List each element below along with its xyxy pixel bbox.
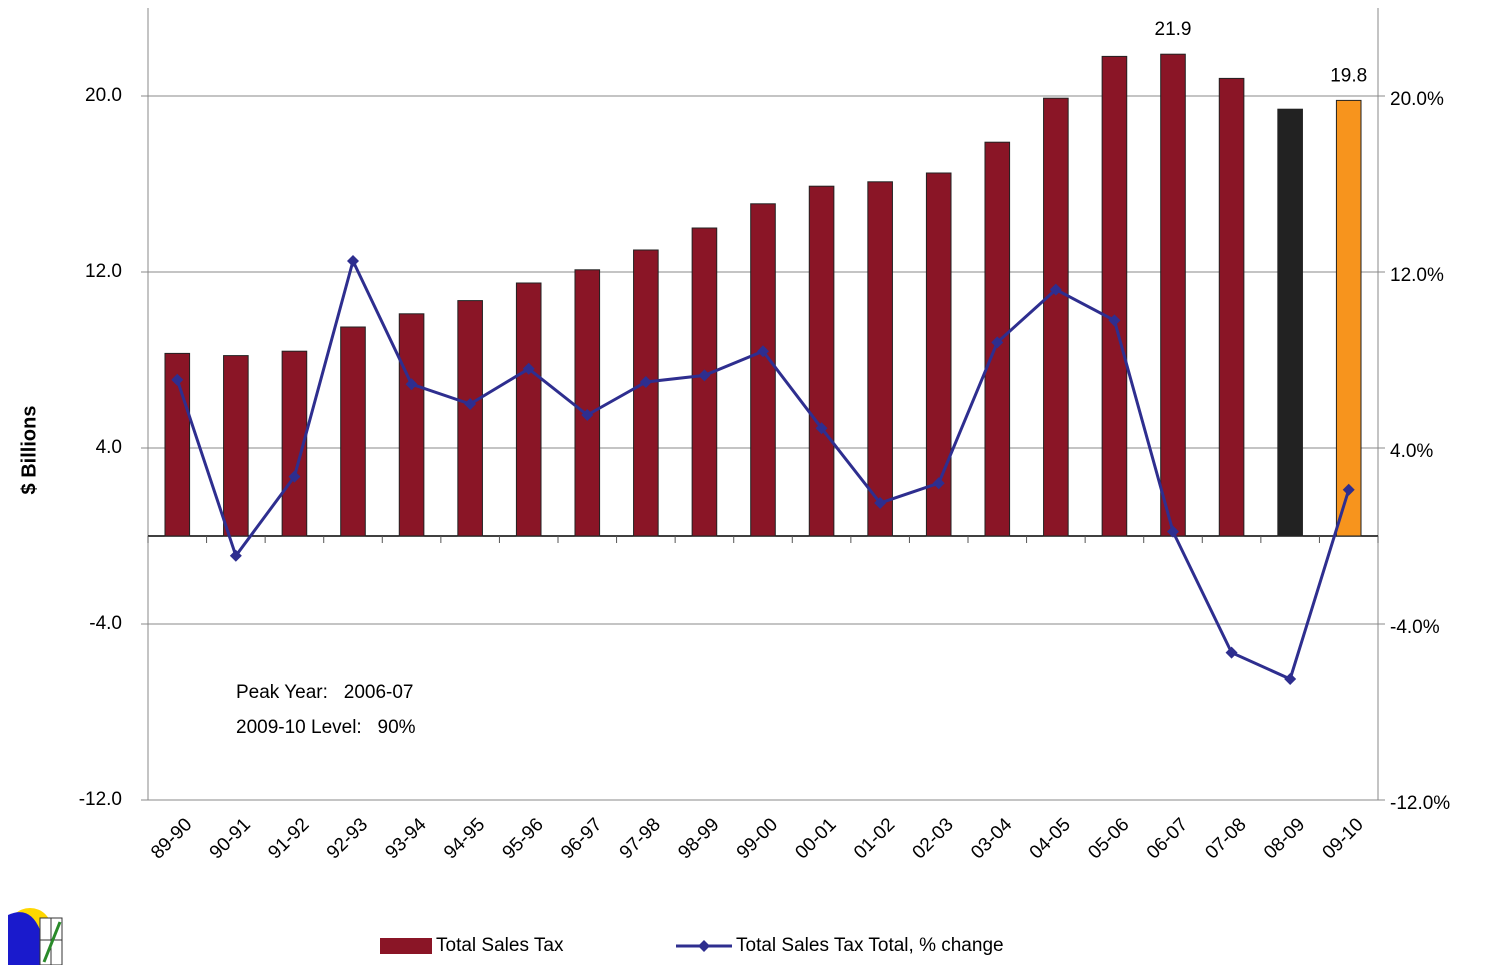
x-tick-label: 94-95 [440, 814, 489, 863]
x-tick-label: 99-00 [733, 814, 782, 863]
x-tick-label: 91-92 [264, 814, 313, 863]
legend-label: Total Sales Tax [436, 935, 564, 956]
x-tick-label: 02-03 [909, 814, 958, 863]
x-tick-label: 06-07 [1143, 814, 1192, 863]
line-marker [639, 376, 652, 388]
annotation: Peak Year: 2006-07 [236, 682, 413, 703]
bar [164, 352, 191, 537]
bar [750, 203, 776, 537]
line-marker [229, 549, 242, 562]
x-tick-label: 04-05 [1026, 814, 1075, 863]
data-label: 19.8 [1330, 65, 1367, 86]
y-tick-label: -4.0 [89, 613, 122, 634]
line-marker [1342, 483, 1355, 496]
line-marker [698, 369, 711, 382]
bar [398, 313, 425, 537]
line-marker [932, 477, 945, 490]
y2-tick-label: 12.0% [1390, 265, 1444, 286]
logo-arrow [42, 921, 62, 963]
bar [1160, 53, 1186, 537]
logo [8, 908, 63, 965]
bar [1043, 97, 1069, 537]
y-tick-label: 20.0 [85, 85, 122, 106]
x-tick-label: 98-99 [674, 814, 723, 863]
line-marker [1167, 525, 1179, 538]
data-label: 21.9 [1155, 19, 1192, 40]
bar [223, 355, 249, 537]
y2-tick-label: 4.0% [1390, 441, 1433, 462]
bar [457, 300, 483, 537]
bar [1277, 108, 1303, 537]
x-tick-label: 03-04 [967, 814, 1017, 864]
line-marker [1049, 283, 1062, 296]
legend-label: Total Sales Tax Total, % change [736, 935, 1004, 956]
annotation: 2009-10 Level: 90% [236, 717, 416, 738]
line-marker [1284, 673, 1297, 685]
y-tick-label: 4.0 [96, 437, 122, 458]
line-marker [171, 373, 184, 386]
x-tick-label: 89-90 [147, 814, 196, 863]
x-tick-label: 90-91 [206, 814, 255, 863]
y-axis-label: $ Billions [18, 406, 40, 495]
x-tick-label: 92-93 [323, 814, 372, 863]
x-tick-label: 97-98 [616, 814, 665, 863]
bar [574, 269, 601, 537]
x-tick-label: 96-97 [557, 814, 606, 863]
line-marker [1225, 646, 1238, 659]
line-marker [581, 409, 594, 421]
bar [633, 249, 659, 537]
bar [691, 227, 718, 537]
bar [925, 172, 952, 537]
y2-tick-label: -12.0% [1390, 793, 1450, 814]
x-tick-label: 01-02 [850, 814, 899, 863]
x-tick-label: 93-94 [381, 814, 431, 864]
line-marker [288, 470, 301, 483]
x-tick-label: 09-10 [1319, 814, 1368, 863]
line-marker [1108, 314, 1121, 327]
line-marker [464, 398, 477, 410]
bar [1101, 55, 1128, 537]
line-marker [874, 497, 887, 509]
legend-swatch [380, 938, 432, 954]
x-tick-label: 07-08 [1201, 814, 1250, 863]
bar [808, 185, 835, 537]
line-marker [522, 362, 535, 375]
bar [1218, 77, 1245, 537]
y2-tick-label: -4.0% [1390, 617, 1440, 638]
bar [340, 326, 366, 537]
x-tick-label: 00-01 [791, 814, 840, 863]
line-marker [405, 378, 418, 391]
x-tick-label: 95-96 [499, 814, 548, 863]
line-marker [347, 255, 359, 267]
legend-marker [698, 940, 710, 952]
y2-tick-label: 20.0% [1390, 89, 1444, 110]
line-marker [815, 422, 828, 435]
x-tick-label: 05-06 [1084, 814, 1133, 863]
bar [1335, 99, 1362, 537]
bar [515, 282, 542, 537]
bar [867, 181, 893, 537]
y-tick-label: 12.0 [85, 261, 122, 282]
line-marker [757, 345, 769, 358]
logo-shape [8, 912, 40, 965]
x-tick-label: 08-09 [1260, 814, 1309, 863]
line-marker [991, 336, 1004, 349]
y-tick-label: -12.0 [79, 789, 122, 810]
